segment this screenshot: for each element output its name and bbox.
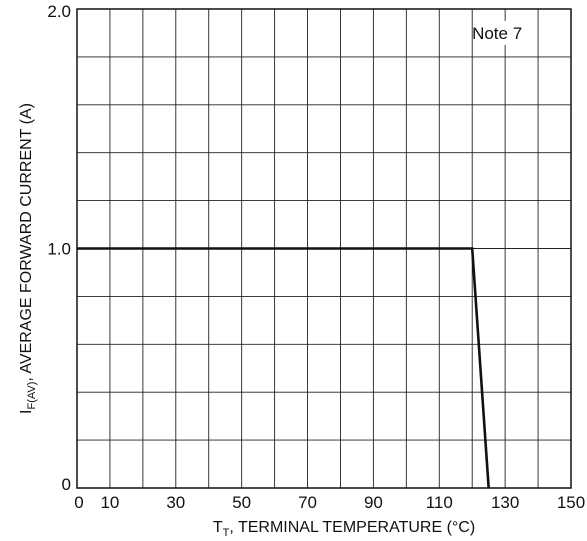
y-axis-label-main: I xyxy=(18,410,35,414)
y-axis-label-sub: F(AV) xyxy=(26,382,38,410)
grid xyxy=(77,9,571,488)
y-axis-label: IF(AV), AVERAGE FORWARD CURRENT (A) xyxy=(18,103,38,414)
y-tick-label: 1.0 xyxy=(47,240,71,259)
note-box xyxy=(482,20,529,45)
x-tick-label: 90 xyxy=(364,493,383,512)
x-tick-label: 10 xyxy=(100,493,119,512)
x-tick-label: 70 xyxy=(298,493,317,512)
y-tick-label: 0 xyxy=(62,475,71,494)
y-tick-label: 2.0 xyxy=(47,2,71,21)
note-text: Note 7 xyxy=(472,24,522,43)
x-tick-label: 130 xyxy=(491,493,519,512)
x-tick-label: 110 xyxy=(426,493,453,512)
x-tick-labels: 0 10 30 50 70 90 110 130 150 xyxy=(74,493,585,512)
x-axis-label-sub: T xyxy=(223,527,230,539)
note-annotation: Note 7 xyxy=(472,20,529,45)
x-tick-label: 150 xyxy=(557,493,585,512)
x-tick-label: 0 xyxy=(74,493,83,512)
x-axis-label: TT, TERMINAL TEMPERATURE (°C) xyxy=(213,519,475,539)
y-axis-label-rest: , AVERAGE FORWARD CURRENT (A) xyxy=(18,103,35,382)
x-axis-label-main: T xyxy=(213,519,223,536)
series-layer xyxy=(77,247,490,489)
x-tick-label: 30 xyxy=(166,493,185,512)
derating-curve xyxy=(77,247,490,489)
x-tick-label: 50 xyxy=(232,493,251,512)
y-tick-labels: 0 1.0 2.0 xyxy=(47,2,71,494)
x-axis-label-rest: , TERMINAL TEMPERATURE (°C) xyxy=(229,519,475,536)
